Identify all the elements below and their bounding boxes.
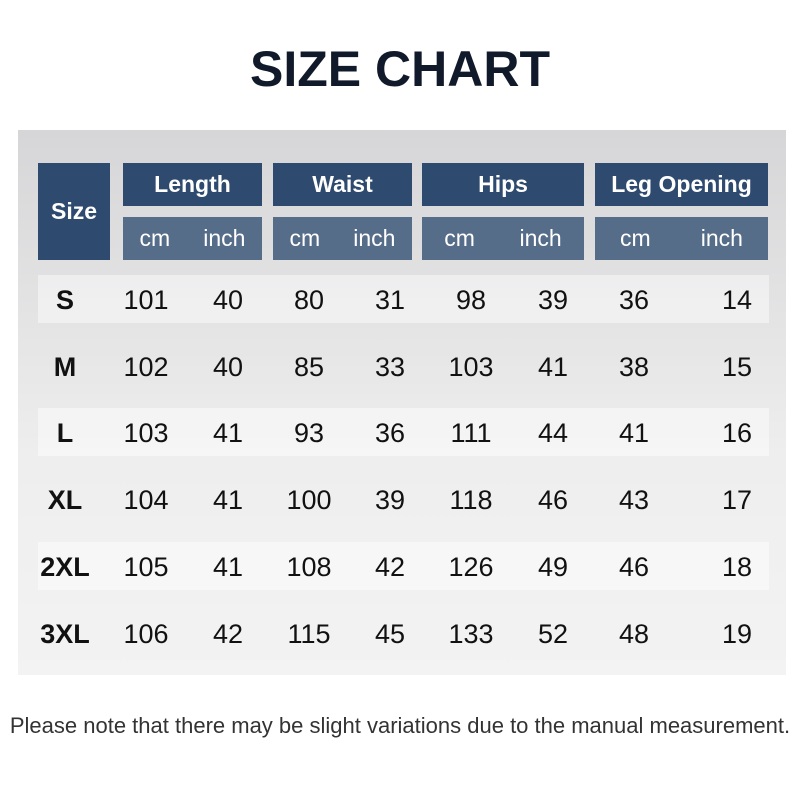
measurement-cell: 41: [618, 418, 650, 449]
measurement-cell: 52: [537, 618, 569, 649]
measurement-cell: 31: [374, 285, 406, 315]
measurement-cell: 111: [450, 418, 492, 449]
measurement-cell: 105: [123, 551, 169, 582]
unit-label: cm: [139, 225, 171, 251]
measurement-cell: 14: [721, 285, 753, 315]
measurement-cell: 80: [293, 285, 325, 315]
group-header: Waist: [273, 163, 412, 206]
measurement-cell: 17: [721, 485, 753, 516]
measurement-note: Please note that there may be slight var…: [9, 713, 791, 738]
measurement-cell: 36: [374, 418, 406, 449]
measurement-cell: 36: [618, 285, 650, 315]
measurement-cell: 16: [721, 418, 753, 449]
measurement-cell: 46: [537, 485, 569, 516]
unit-label: inch: [700, 225, 743, 251]
measurement-cell: 46: [618, 551, 650, 582]
measurement-cell: 98: [455, 285, 487, 315]
measurement-cell: 39: [537, 285, 569, 315]
unit-header: cm inch: [273, 217, 412, 260]
measurement-cell: 100: [286, 485, 332, 516]
measurement-cell: 15: [721, 351, 753, 382]
measurement-cell: 40: [212, 285, 244, 315]
measurement-cell: 49: [537, 551, 569, 582]
size-label: 2XL: [40, 551, 90, 582]
measurement-cell: 108: [286, 551, 332, 582]
unit-label: cm: [444, 225, 475, 251]
measurement-cell: 41: [537, 351, 569, 382]
measurement-cell: 33: [374, 351, 406, 382]
measurement-cell: 43: [618, 485, 650, 516]
size-table-panel: [18, 130, 786, 675]
group-header: Length: [123, 163, 262, 206]
size-label: M: [53, 351, 77, 382]
measurement-cell: 41: [212, 551, 244, 582]
measurement-cell: 104: [123, 485, 169, 516]
measurement-cell: 39: [374, 485, 406, 516]
row-band: [38, 275, 769, 323]
measurement-cell: 40: [212, 351, 244, 382]
measurement-cell: 44: [537, 418, 569, 449]
measurement-cell: 106: [123, 618, 169, 649]
measurement-cell: 115: [287, 618, 331, 649]
measurement-cell: 133: [448, 618, 494, 649]
measurement-cell: 126: [448, 551, 494, 582]
measurement-cell: 18: [721, 551, 753, 582]
size-header: Size: [38, 163, 110, 260]
measurement-cell: 19: [721, 618, 753, 649]
measurement-cell: 41: [212, 485, 244, 516]
size-label: XL: [47, 485, 83, 516]
measurement-cell: 93: [293, 418, 325, 449]
page-title: SIZE CHART: [250, 41, 550, 97]
unit-label: cm: [289, 225, 321, 251]
measurement-cell: 42: [212, 618, 244, 649]
row-band: [38, 408, 769, 457]
unit-label: inch: [353, 225, 396, 251]
unit-header: cm inch: [595, 217, 768, 260]
measurement-cell: 85: [293, 351, 325, 382]
unit-header: cm inch: [123, 217, 262, 260]
group-header: Hips: [422, 163, 584, 206]
group-header: Leg Opening: [595, 163, 768, 206]
measurement-cell: 118: [449, 485, 493, 516]
measurement-cell: 103: [448, 351, 494, 382]
measurement-cell: 103: [123, 418, 169, 449]
size-label: 3XL: [40, 618, 90, 649]
size-label: L: [56, 418, 74, 449]
row-band: [38, 541, 769, 590]
measurement-cell: 42: [374, 551, 406, 582]
measurement-cell: 48: [618, 618, 650, 649]
measurement-cell: 101: [123, 285, 169, 315]
measurement-cell: 38: [618, 351, 650, 382]
unit-label: cm: [620, 225, 651, 251]
unit-header: cm inch: [422, 217, 584, 260]
measurement-cell: 41: [212, 418, 244, 449]
measurement-cell: 45: [374, 618, 406, 649]
unit-label: inch: [203, 225, 246, 251]
size-label: S: [55, 285, 74, 315]
measurement-cell: 102: [123, 351, 169, 382]
unit-label: inch: [519, 225, 562, 251]
